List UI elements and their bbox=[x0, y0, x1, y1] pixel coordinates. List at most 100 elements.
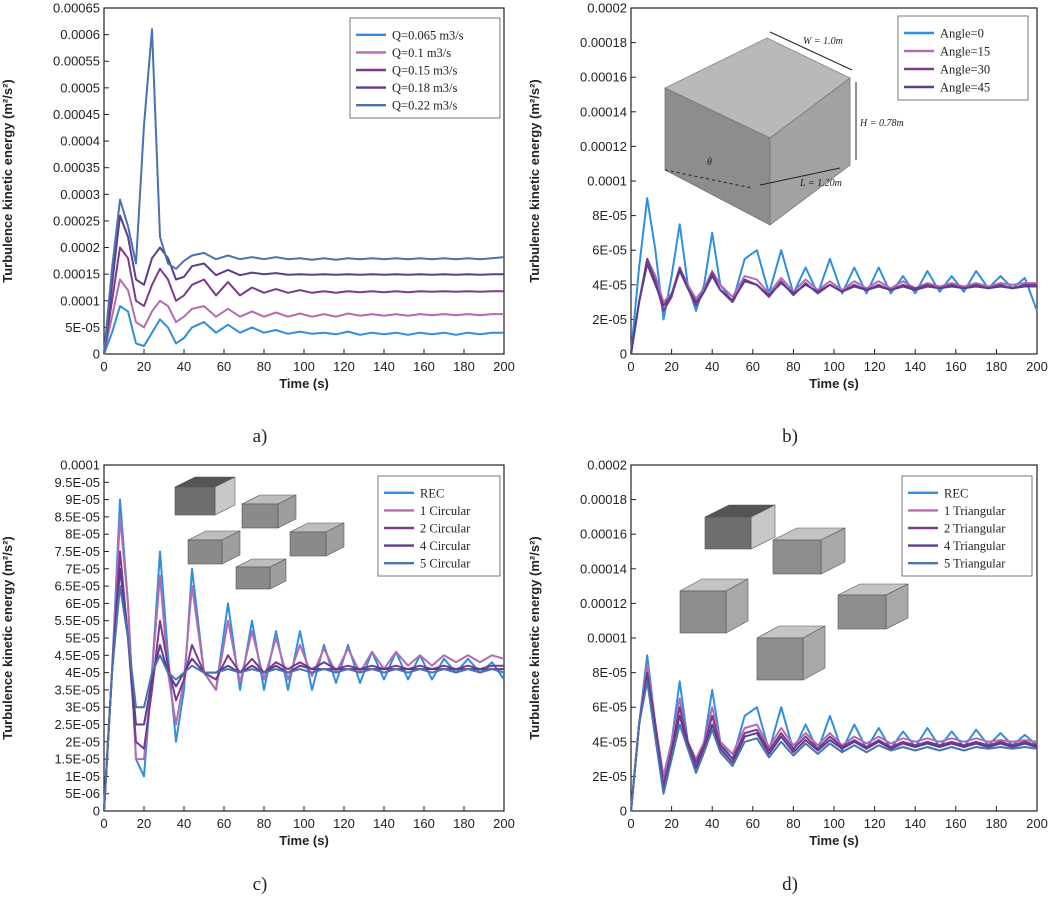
legend-entry-label: Q=0.065 m3/s bbox=[392, 28, 464, 42]
y-tick-label: 5E-05 bbox=[65, 631, 100, 646]
x-tick-label: 180 bbox=[986, 359, 1008, 374]
angle-label: θ bbox=[707, 157, 712, 168]
x-axis-ticks: 0 20 40 60 80 100 120 140 160 180 200 bbox=[627, 806, 1048, 831]
circular-thumbnail-4 bbox=[235, 558, 287, 590]
y-tick-label: 0.00045 bbox=[53, 107, 100, 122]
box-front-face bbox=[679, 590, 727, 634]
x-tick-label: 40 bbox=[177, 816, 191, 831]
triangular-thumbnail-2 bbox=[679, 578, 749, 634]
y-tick-label: 0.00055 bbox=[53, 54, 100, 69]
panel-label-4: d) bbox=[782, 874, 798, 895]
x-tick-label: 160 bbox=[413, 816, 435, 831]
legend-entry-label: 5 Triangular bbox=[944, 557, 1006, 571]
x-tick-label: 60 bbox=[746, 816, 760, 831]
box-front-face bbox=[837, 594, 887, 630]
x-axis-label: Time (s) bbox=[279, 376, 329, 391]
x-tick-label: 100 bbox=[293, 359, 315, 374]
x-tick-label: 20 bbox=[137, 359, 151, 374]
angle-reference-line bbox=[664, 169, 753, 189]
x-tick-label: 180 bbox=[986, 816, 1008, 831]
x-tick-label: 160 bbox=[945, 816, 967, 831]
chart-panel-1: 0 5E-05 0.0001 0.00015 0.0002 0.00025 0.0003 0.… bbox=[0, 1, 515, 392]
x-tick-label: 0 bbox=[100, 816, 107, 831]
series-line-4 bbox=[630, 675, 1038, 812]
box-front-face bbox=[772, 539, 822, 575]
chart-panel-4: 0 2E-05 4E-05 6E-05 8E-05 0.0001 0.00012 0.0001… bbox=[527, 458, 1048, 849]
x-tick-label: 120 bbox=[864, 359, 886, 374]
series-line-1 bbox=[103, 305, 504, 355]
legend-entry-label: Angle=30 bbox=[940, 63, 990, 77]
circular-thumbnail-3 bbox=[289, 522, 345, 557]
series-line-4 bbox=[630, 263, 1037, 355]
y-tick-label: 2.5E-05 bbox=[54, 717, 100, 732]
x-tick-label: 0 bbox=[627, 359, 634, 374]
box-front-face bbox=[289, 531, 327, 557]
triangular-thumbnail-1 bbox=[772, 527, 846, 575]
x-tick-label: 20 bbox=[664, 359, 678, 374]
x-tick-label: 200 bbox=[493, 359, 515, 374]
y-tick-label: 0 bbox=[620, 347, 627, 362]
legend: Q=0.065 m3/s Q=0.1 m3/s Q=0.15 m3/s Q=0.18 … bbox=[349, 17, 501, 119]
legend-entry-label: 1 Triangular bbox=[944, 504, 1006, 518]
series-line-2 bbox=[630, 663, 1038, 812]
legend: REC 1 Circular 2 Circular 4 Circular 5 Circu… bbox=[377, 475, 501, 577]
y-tick-label: 0.00065 bbox=[53, 1, 100, 16]
series-line-5 bbox=[630, 680, 1038, 812]
x-tick-label: 60 bbox=[217, 359, 231, 374]
circular-thumbnail-1 bbox=[241, 494, 297, 529]
circular-obstacle-illustrations bbox=[174, 476, 345, 590]
series-line-3 bbox=[103, 246, 504, 355]
rec-thumbnail bbox=[704, 504, 776, 550]
y-tick-label: 8E-05 bbox=[592, 665, 627, 680]
x-tick-label: 40 bbox=[705, 816, 719, 831]
y-tick-label: 6E-05 bbox=[592, 243, 627, 258]
x-tick-label: 120 bbox=[333, 816, 355, 831]
y-tick-label: 4E-05 bbox=[592, 277, 627, 292]
box-front-face bbox=[235, 566, 271, 590]
x-tick-label: 80 bbox=[786, 359, 800, 374]
circular-thumbnail-2 bbox=[187, 530, 241, 565]
series-lines bbox=[103, 28, 505, 355]
x-axis-label: Time (s) bbox=[279, 833, 329, 848]
series-line-2 bbox=[103, 515, 505, 812]
y-tick-label: 0.00016 bbox=[580, 527, 627, 542]
y-tick-label: 0.0003 bbox=[60, 187, 100, 202]
length-dimension-line bbox=[759, 167, 841, 186]
series-line-5 bbox=[103, 585, 505, 812]
y-tick-label: 0.00014 bbox=[580, 561, 627, 576]
series-line-4 bbox=[103, 567, 504, 812]
y-axis-ticks: 0 5E-05 0.0001 0.00015 0.0002 0.00025 0.0003 0.… bbox=[53, 1, 109, 362]
y-tick-label: 7.5E-05 bbox=[54, 544, 100, 559]
y-tick-label: 0.0005 bbox=[60, 80, 100, 95]
y-tick-label: 0.00018 bbox=[580, 35, 627, 50]
y-tick-label: 9.5E-05 bbox=[54, 475, 100, 490]
x-tick-label: 160 bbox=[945, 359, 967, 374]
series-line-1 bbox=[630, 654, 1038, 812]
y-tick-label: 0.0001 bbox=[587, 174, 627, 189]
legend-entry-label: 2 Triangular bbox=[944, 522, 1006, 536]
x-tick-label: 200 bbox=[493, 816, 515, 831]
legend-entry-label: Q=0.18 m3/s bbox=[392, 81, 458, 95]
x-tick-label: 80 bbox=[257, 359, 271, 374]
legend-entry-label: REC bbox=[944, 486, 968, 500]
y-axis-label: Turbulence kinetic energy (m²/s²) bbox=[0, 536, 15, 739]
legend-entry-label: 5 Circular bbox=[420, 557, 471, 571]
box-front-face bbox=[187, 539, 223, 565]
y-tick-label: 0.00025 bbox=[53, 213, 100, 228]
y-axis-label: Turbulence kinetic energy (m²/s²) bbox=[527, 79, 542, 282]
box-front-face bbox=[174, 486, 216, 516]
panel-label-3: c) bbox=[253, 874, 268, 895]
y-axis-label: Turbulence kinetic energy (m²/s²) bbox=[0, 79, 15, 282]
y-axis-label: Turbulence kinetic energy (m²/s²) bbox=[527, 536, 542, 739]
legend-entry-label: 2 Circular bbox=[420, 522, 471, 536]
y-tick-label: 0.0006 bbox=[60, 27, 100, 42]
panel-label-2: b) bbox=[782, 426, 798, 447]
y-tick-label: 0.0002 bbox=[587, 458, 627, 473]
legend-entry-label: Q=0.15 m3/s bbox=[392, 64, 458, 78]
x-axis-ticks: 0 20 40 60 80 100 120 140 160 180 200 bbox=[100, 806, 515, 831]
triangular-thumbnail-4 bbox=[756, 625, 826, 681]
x-tick-label: 20 bbox=[664, 816, 678, 831]
block-side-face bbox=[769, 77, 851, 226]
y-tick-label: 6E-05 bbox=[592, 700, 627, 715]
